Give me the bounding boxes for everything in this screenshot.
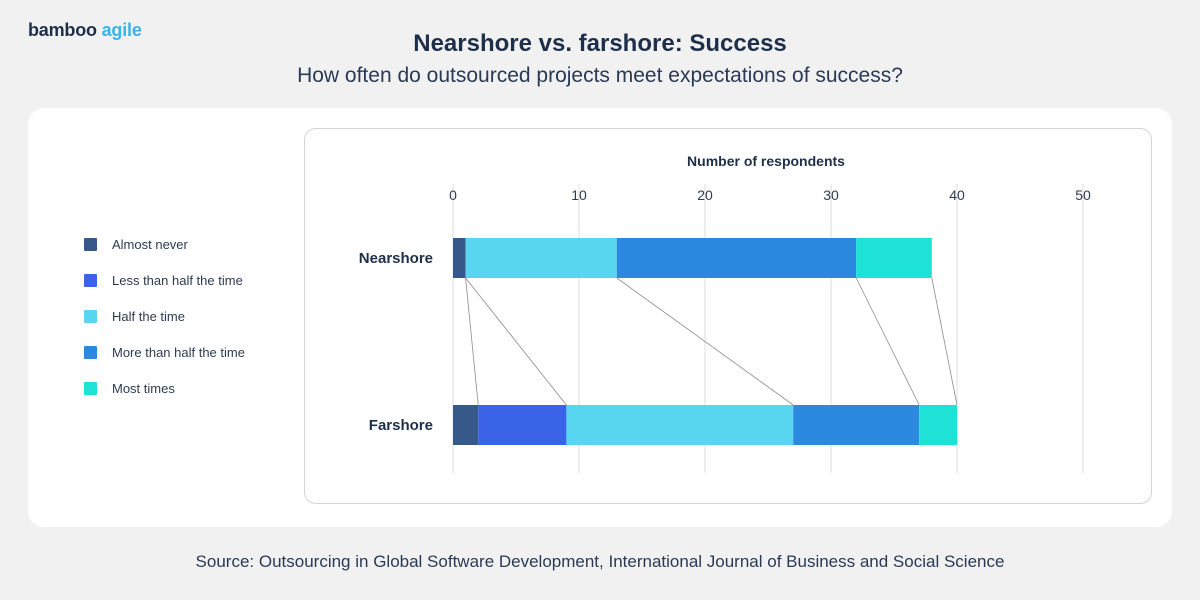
x-tick-label: 40 (949, 187, 965, 203)
legend-label: Half the time (112, 309, 185, 324)
category-label: Farshore (369, 417, 433, 434)
legend-swatch (84, 310, 97, 323)
x-axis-label: Number of respondents (687, 153, 845, 169)
connector-line (465, 277, 479, 406)
chart-subtitle: How often do outsourced projects meet ex… (297, 64, 903, 87)
connector-line (465, 277, 567, 406)
x-tick-label: 50 (1075, 187, 1091, 203)
legend-label: Almost never (112, 237, 188, 252)
legend-swatch (84, 238, 97, 251)
chart-title: Nearshore vs. farshore: Success (413, 30, 787, 57)
x-tick-label: 30 (823, 187, 839, 203)
brand-logo-part1: bamboo (28, 20, 97, 40)
legend-swatch (84, 382, 97, 395)
legend-label: Most times (112, 381, 175, 396)
legend-label: Less than half the time (112, 273, 243, 288)
connector-line (616, 277, 794, 406)
x-tick-label: 0 (449, 187, 457, 203)
bar-segment (453, 405, 479, 445)
category-label: Nearshore (359, 250, 433, 267)
connector-line (931, 277, 958, 406)
brand-logo-part2: agile (101, 20, 142, 40)
bar-segment (793, 405, 920, 445)
legend-swatch (84, 346, 97, 359)
bar-segment (919, 405, 957, 445)
legend-swatch (84, 274, 97, 287)
bar-segment (453, 238, 466, 278)
bar-segment (616, 238, 857, 278)
brand-logo: bamboo agile (28, 20, 142, 41)
bar-segment (465, 238, 617, 278)
connector-line (855, 277, 920, 406)
x-tick-label: 10 (571, 187, 587, 203)
bar-segment (566, 405, 794, 445)
bar-segment (856, 238, 932, 278)
source-note: Source: Outsourcing in Global Software D… (195, 552, 1005, 571)
legend-label: More than half the time (112, 345, 245, 360)
bar-segment (478, 405, 567, 445)
x-tick-label: 20 (697, 187, 713, 203)
